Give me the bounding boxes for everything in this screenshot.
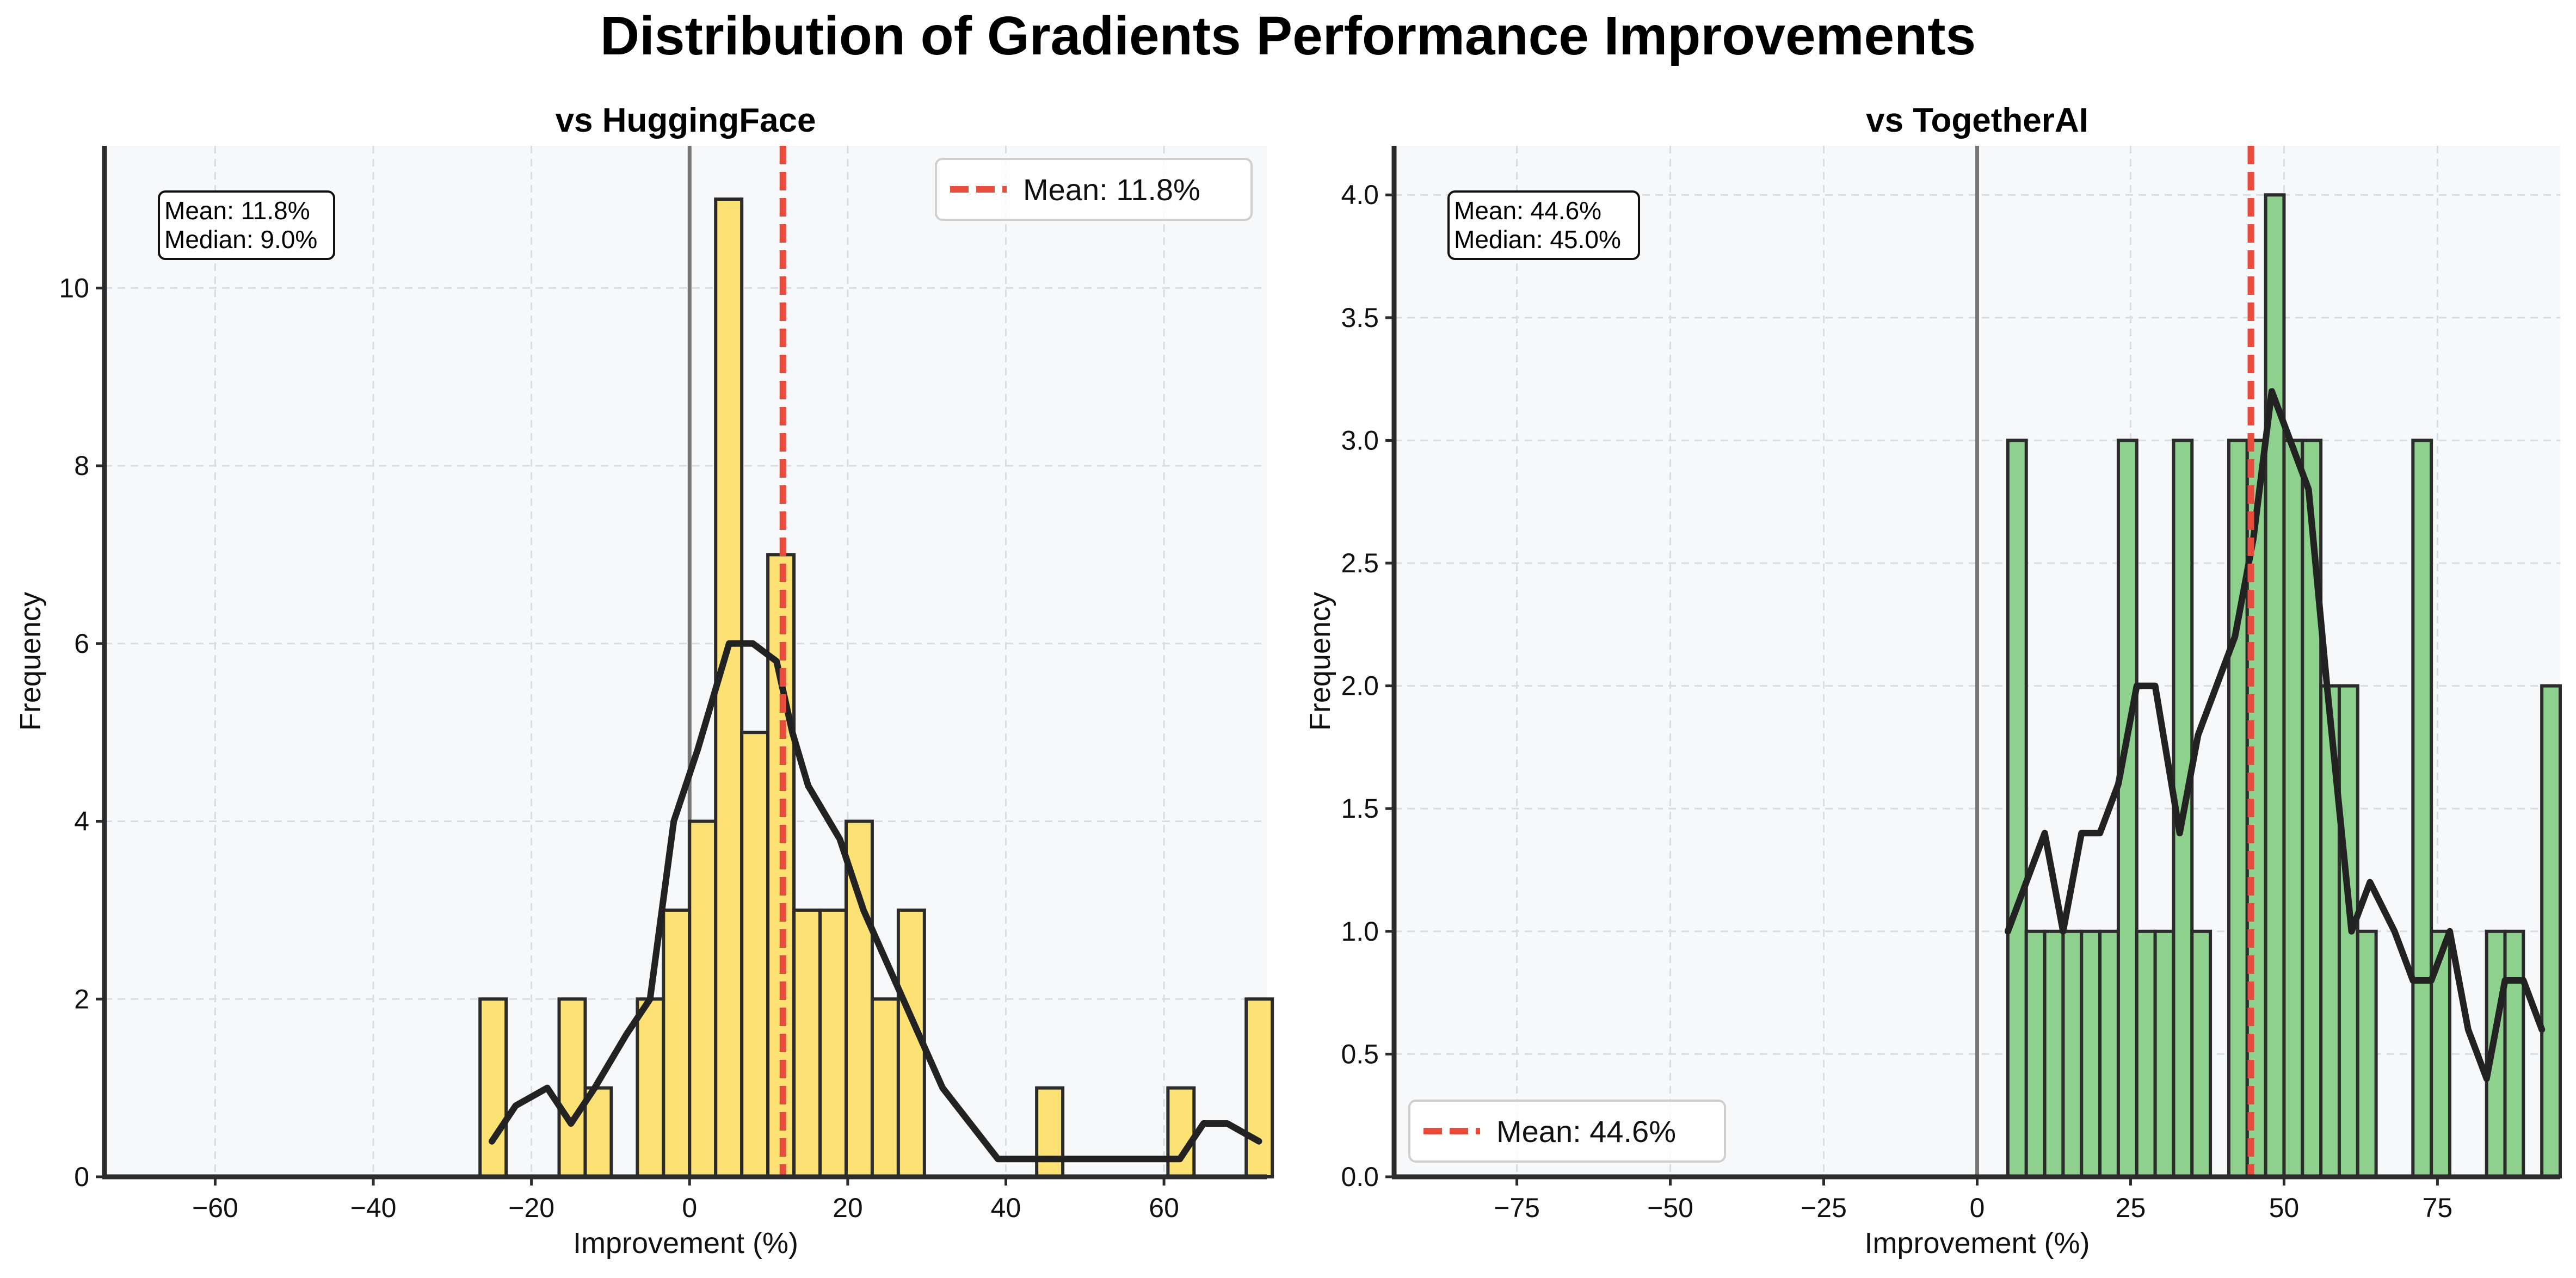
histogram-bar [2006,439,2028,1178]
histogram-bar [2540,684,2562,1178]
histogram-bar [2503,929,2525,1179]
histogram-bar [2356,929,2378,1179]
legend-frame [935,158,1253,221]
histogram-bar [583,1086,613,1179]
histogram-bar [2411,439,2433,1178]
x-tick-label: 0 [1970,1193,1985,1223]
y-axis-label: Frequency [14,592,47,731]
y-ticks: 0 2 4 6 8 10 [59,273,104,1192]
x-tick-label: −25 [1801,1193,1847,1223]
histogram-bar [2080,929,2102,1179]
stats-box: Mean: 11.8% Median: 9.0% [158,190,335,260]
y-tick-label: 3.5 [1341,302,1379,333]
panel-title: vs TogetherAI [1866,102,2088,139]
histogram-bar [478,997,508,1179]
y-tick-label: 3.0 [1341,425,1379,455]
legend-mean-label: Mean: 44.6% [1496,1114,1676,1149]
y-tick-label: 4.0 [1341,180,1379,210]
stats-median: Median: 45.0% [1454,225,1621,254]
y-tick-label: 8 [74,450,89,481]
kde-curve [2004,388,2546,1082]
histogram-bar [1035,1086,1065,1179]
panel-togetherai: −75 −50 −25 0 25 50 75 0.0 0.5 1.0 1.5 2.0 2.5 3.0 3.… [1304,102,2562,1260]
legend-mean-label: Mean: 11.8% [1023,172,1200,207]
x-axis-label: Improvement (%) [573,1227,798,1260]
x-tick-label: −20 [508,1193,554,1223]
legend: Mean: 11.8% [935,158,1253,221]
y-tick-label: 2.0 [1341,671,1379,701]
y-tick-label: 0 [74,1162,89,1192]
histogram-bar [740,731,770,1179]
legend: Mean: 44.6% [1408,1100,1726,1163]
stats-mean: Mean: 11.8% [164,196,310,225]
histogram-bar [2282,439,2304,1178]
x-tick-label: −50 [1647,1193,1693,1223]
histogram-bar [636,997,665,1179]
histogram-bars [478,197,1274,1179]
y-tick-label: 0.5 [1341,1039,1379,1069]
y-ticks: 0.0 0.5 1.0 1.5 2.0 2.5 3.0 3.5 4.0 [1341,180,1394,1192]
y-tick-label: 1.0 [1341,916,1379,947]
x-tick-label: 25 [2116,1193,2146,1223]
panel-title: vs HuggingFace [556,102,816,139]
histogram-bar [2043,929,2065,1179]
histogram-bar [1244,997,1274,1179]
x-tick-label: −40 [350,1193,397,1223]
stats-box-frame [158,190,335,260]
histogram-bar [2190,929,2213,1179]
y-tick-label: 2.5 [1341,548,1379,578]
y-tick-label: 1.5 [1341,793,1379,824]
stats-box: Mean: 44.6% Median: 45.0% [1447,190,1640,260]
x-tick-label: 60 [1149,1193,1179,1223]
x-ticks: −60 −40 −20 0 20 40 60 [192,1177,1179,1223]
histogram-bar [557,997,587,1179]
histogram-bar [688,819,718,1179]
stats-median: Median: 9.0% [164,225,317,254]
y-tick-label: 6 [74,628,89,659]
figure-title: Distribution of Gradients Performance Im… [600,5,1976,66]
legend-frame [1408,1100,1726,1163]
histogram-bar [2153,929,2176,1179]
histogram-bar [714,197,744,1179]
histogram-bar [2264,193,2286,1179]
histogram-bar [662,908,692,1179]
stats-box-frame [1447,190,1640,260]
histogram-bar [2135,929,2157,1179]
x-tick-label: −75 [1494,1193,1540,1223]
histogram-bar [2116,439,2139,1178]
histogram-bar [2061,929,2084,1179]
kde-curve [489,640,1262,1163]
histogram-bar [2227,439,2249,1178]
x-tick-label: 75 [2423,1193,2453,1223]
x-tick-label: 0 [682,1193,697,1223]
x-ticks: −75 −50 −25 0 25 50 75 [1494,1177,2452,1223]
y-tick-label: 4 [74,806,89,837]
x-tick-label: 40 [991,1193,1021,1223]
y-tick-label: 0.0 [1341,1162,1379,1192]
histogram-bar [2098,929,2120,1179]
histogram-bar [2024,929,2047,1179]
histogram-bar [870,997,900,1179]
x-tick-label: 50 [2269,1193,2300,1223]
stats-mean: Mean: 44.6% [1454,196,1601,225]
histogram-bar [792,908,822,1179]
x-tick-label: 20 [833,1193,863,1223]
histogram-bar [1166,1086,1196,1179]
y-axis-label: Frequency [1304,592,1336,731]
histogram-bar [818,908,848,1179]
y-tick-label: 2 [74,984,89,1014]
x-axis-label: Improvement (%) [1864,1227,2090,1260]
y-tick-label: 10 [59,273,89,303]
x-tick-label: −60 [192,1193,238,1223]
